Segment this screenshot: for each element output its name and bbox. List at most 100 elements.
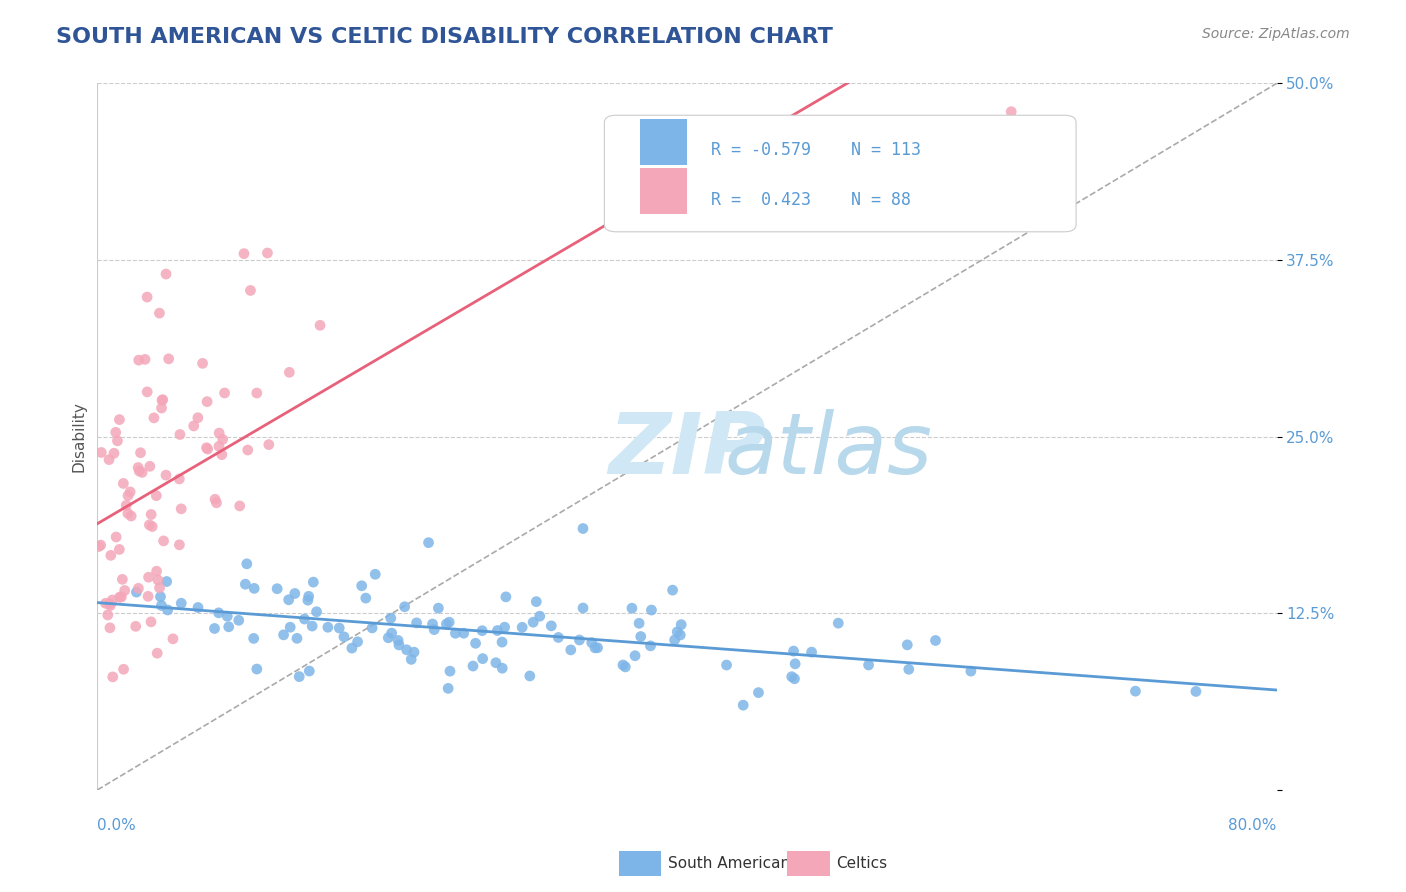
Point — [204, 492, 226, 507]
Point — [148, 581, 170, 595]
Point — [581, 635, 603, 649]
Point — [139, 459, 162, 474]
Point — [107, 434, 129, 448]
Point — [471, 651, 494, 665]
Point — [128, 353, 150, 368]
Point — [195, 394, 218, 409]
Point — [117, 507, 139, 521]
Point — [98, 597, 121, 611]
Point — [630, 630, 652, 644]
Text: South Americans: South Americans — [668, 856, 799, 871]
Point — [131, 466, 153, 480]
Point — [141, 519, 163, 533]
Point — [733, 698, 755, 713]
Point — [333, 630, 356, 644]
Point — [278, 365, 301, 379]
Point — [138, 570, 160, 584]
Point — [87, 540, 110, 554]
Point — [94, 596, 117, 610]
Text: ZIP: ZIP — [609, 409, 766, 492]
Point — [858, 657, 880, 672]
Point — [305, 605, 328, 619]
Point — [129, 446, 152, 460]
Point — [228, 613, 250, 627]
Point — [112, 476, 135, 491]
Point — [666, 624, 689, 639]
Point — [208, 426, 231, 441]
Point — [183, 419, 205, 434]
Point — [284, 586, 307, 600]
Point — [377, 631, 399, 645]
Point — [522, 615, 544, 630]
Point — [464, 636, 486, 650]
Point — [583, 640, 606, 655]
Point — [309, 318, 332, 333]
Point — [664, 632, 686, 647]
Point — [156, 574, 179, 589]
Point — [155, 267, 177, 281]
Point — [350, 579, 373, 593]
Point — [1000, 104, 1022, 119]
Point — [257, 437, 280, 451]
Text: R = -0.579    N = 113: R = -0.579 N = 113 — [710, 141, 921, 160]
Point — [90, 445, 112, 459]
Point — [783, 672, 806, 686]
Point — [628, 616, 651, 631]
Point — [427, 601, 450, 615]
Point — [98, 621, 121, 635]
Point — [461, 659, 484, 673]
Text: SOUTH AMERICAN VS CELTIC DISABILITY CORRELATION CHART: SOUTH AMERICAN VS CELTIC DISABILITY CORR… — [56, 27, 834, 46]
Point — [108, 542, 131, 557]
Point — [187, 600, 209, 615]
Point — [208, 439, 231, 453]
Point — [624, 648, 647, 663]
Point — [138, 517, 160, 532]
Point — [100, 549, 122, 563]
Point — [301, 619, 323, 633]
Point — [125, 619, 148, 633]
Point — [228, 499, 250, 513]
Point — [211, 433, 233, 447]
Point — [148, 306, 170, 320]
Point — [204, 622, 226, 636]
Point — [150, 401, 173, 415]
Point — [112, 662, 135, 676]
Point — [486, 624, 509, 638]
Point — [266, 582, 288, 596]
Point — [785, 657, 807, 671]
Point — [394, 599, 416, 614]
Point — [897, 662, 920, 676]
Point — [800, 645, 823, 659]
Point — [960, 664, 983, 678]
Point — [128, 464, 150, 478]
Point — [152, 392, 174, 407]
Point — [191, 356, 214, 370]
Point — [1125, 684, 1147, 698]
Point — [485, 656, 508, 670]
Point — [146, 646, 169, 660]
Point — [149, 590, 172, 604]
Point — [422, 617, 444, 632]
Point — [439, 664, 461, 678]
Point — [217, 609, 239, 624]
Point — [150, 393, 173, 408]
Point — [211, 448, 233, 462]
Point — [150, 599, 173, 613]
Point — [491, 661, 513, 675]
Point — [100, 599, 122, 613]
Point — [218, 620, 240, 634]
Point — [205, 496, 228, 510]
Point — [157, 351, 180, 366]
Point — [169, 538, 191, 552]
Point — [1185, 684, 1208, 698]
Point — [924, 633, 946, 648]
Point — [145, 564, 167, 578]
Point — [127, 582, 149, 596]
Point — [640, 603, 662, 617]
Point — [294, 612, 316, 626]
Point — [316, 620, 339, 634]
Point — [285, 632, 308, 646]
Point — [381, 626, 404, 640]
Point — [105, 530, 128, 544]
Point — [346, 634, 368, 648]
